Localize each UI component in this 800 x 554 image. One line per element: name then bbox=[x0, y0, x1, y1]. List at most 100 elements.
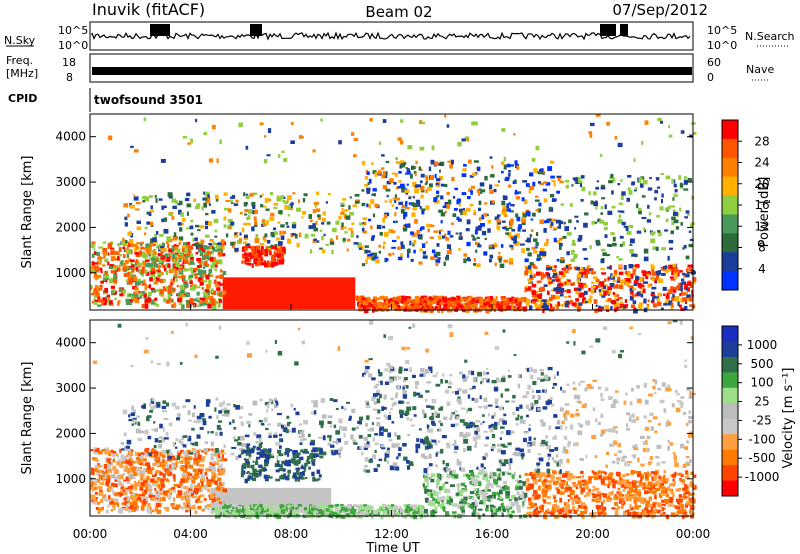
power-mark bbox=[250, 254, 253, 260]
power-mark bbox=[530, 218, 534, 221]
power-mark bbox=[476, 296, 481, 300]
velocity-mark bbox=[183, 502, 187, 506]
power-mark bbox=[323, 233, 326, 237]
velocity-mark bbox=[577, 514, 582, 517]
power-mark bbox=[638, 207, 642, 213]
power-mark bbox=[213, 257, 217, 262]
power-mark bbox=[109, 264, 114, 267]
power-mark bbox=[203, 131, 207, 136]
velocity-mark bbox=[679, 496, 684, 500]
velocity-mark bbox=[485, 508, 489, 512]
power-mark bbox=[292, 221, 297, 227]
power-mark bbox=[559, 180, 564, 184]
velocity-mark bbox=[214, 473, 217, 478]
power-mark bbox=[346, 238, 351, 242]
power-mark bbox=[501, 161, 505, 165]
velocity-mark bbox=[92, 487, 95, 492]
velocity-mark bbox=[101, 482, 105, 486]
velocity-mark bbox=[500, 498, 504, 502]
power-mark bbox=[179, 239, 182, 243]
velocity-mark bbox=[357, 506, 361, 511]
velocity-mark bbox=[228, 508, 232, 513]
velocity-mark bbox=[386, 506, 389, 510]
power-mark bbox=[471, 172, 477, 176]
power-mark bbox=[574, 227, 577, 230]
power-mark bbox=[483, 213, 488, 217]
power-mark bbox=[564, 226, 570, 232]
velocity-mark bbox=[105, 481, 110, 487]
velocity-mark bbox=[108, 452, 112, 457]
power-mark bbox=[560, 293, 564, 297]
power-mark bbox=[651, 269, 655, 272]
power-mark bbox=[671, 221, 675, 225]
velocity-mark bbox=[629, 504, 632, 509]
power-mark bbox=[145, 243, 151, 249]
power-mark bbox=[638, 210, 642, 215]
velocity-mark bbox=[600, 501, 604, 507]
power-mark bbox=[167, 244, 170, 249]
power-mark bbox=[513, 133, 516, 136]
velocity-mark bbox=[508, 506, 513, 510]
power-mark bbox=[373, 297, 377, 302]
power-mark bbox=[340, 226, 344, 231]
power-mark bbox=[151, 287, 155, 293]
power-mark bbox=[231, 243, 235, 249]
velocity-mark bbox=[436, 494, 439, 499]
power-mark bbox=[540, 272, 544, 277]
velocity-mark bbox=[494, 511, 498, 517]
power-mark bbox=[476, 263, 481, 267]
power-mark bbox=[632, 268, 637, 272]
power-mark bbox=[518, 224, 522, 229]
velocity-mark bbox=[690, 514, 695, 519]
power-mark bbox=[428, 296, 432, 300]
power-mark bbox=[549, 160, 555, 164]
power-mark bbox=[443, 261, 446, 266]
velocity-mark bbox=[222, 505, 226, 509]
power-mark bbox=[496, 214, 501, 217]
power-mark bbox=[321, 249, 326, 254]
power-mark bbox=[657, 292, 661, 297]
velocity-mark bbox=[391, 504, 394, 507]
power-mark bbox=[668, 267, 671, 272]
power-mark bbox=[394, 200, 397, 204]
power-mark bbox=[516, 165, 520, 170]
velocity-mark bbox=[125, 506, 128, 511]
power-mark bbox=[312, 223, 316, 229]
velocity-mark bbox=[179, 481, 183, 486]
power-mark bbox=[631, 294, 636, 297]
power-mark bbox=[366, 171, 370, 175]
velocity-mark bbox=[214, 480, 218, 485]
power-mark bbox=[250, 246, 255, 251]
power-mark bbox=[556, 305, 559, 310]
power-mark bbox=[365, 306, 371, 310]
velocity-mark bbox=[197, 468, 201, 473]
velocity-mark bbox=[532, 493, 535, 498]
velocity-mark bbox=[672, 492, 675, 498]
power-mark bbox=[135, 259, 138, 264]
velocity-mark bbox=[651, 482, 656, 486]
power-mark bbox=[433, 295, 438, 300]
velocity-mark bbox=[154, 506, 159, 509]
power-mark bbox=[348, 205, 351, 210]
power-mark bbox=[515, 196, 521, 200]
power-mark bbox=[264, 261, 267, 265]
velocity-mark bbox=[595, 504, 600, 509]
power-mark bbox=[467, 196, 471, 200]
velocity-mark bbox=[212, 461, 216, 464]
power-mark bbox=[367, 182, 370, 186]
velocity-mark bbox=[123, 460, 128, 464]
power-mark bbox=[164, 217, 168, 222]
power-mark bbox=[265, 220, 269, 225]
velocity-mark bbox=[110, 459, 113, 463]
velocity-mark bbox=[101, 449, 106, 452]
power-mark bbox=[220, 239, 225, 245]
velocity-mark bbox=[390, 510, 395, 516]
power-mark bbox=[120, 260, 124, 266]
velocity-mark bbox=[261, 504, 266, 507]
power-mark bbox=[262, 223, 267, 227]
power-mark bbox=[654, 189, 659, 194]
velocity-mark bbox=[487, 489, 492, 492]
velocity-mark bbox=[106, 499, 111, 502]
nsky-line bbox=[91, 31, 691, 41]
velocity-mark bbox=[193, 503, 196, 507]
